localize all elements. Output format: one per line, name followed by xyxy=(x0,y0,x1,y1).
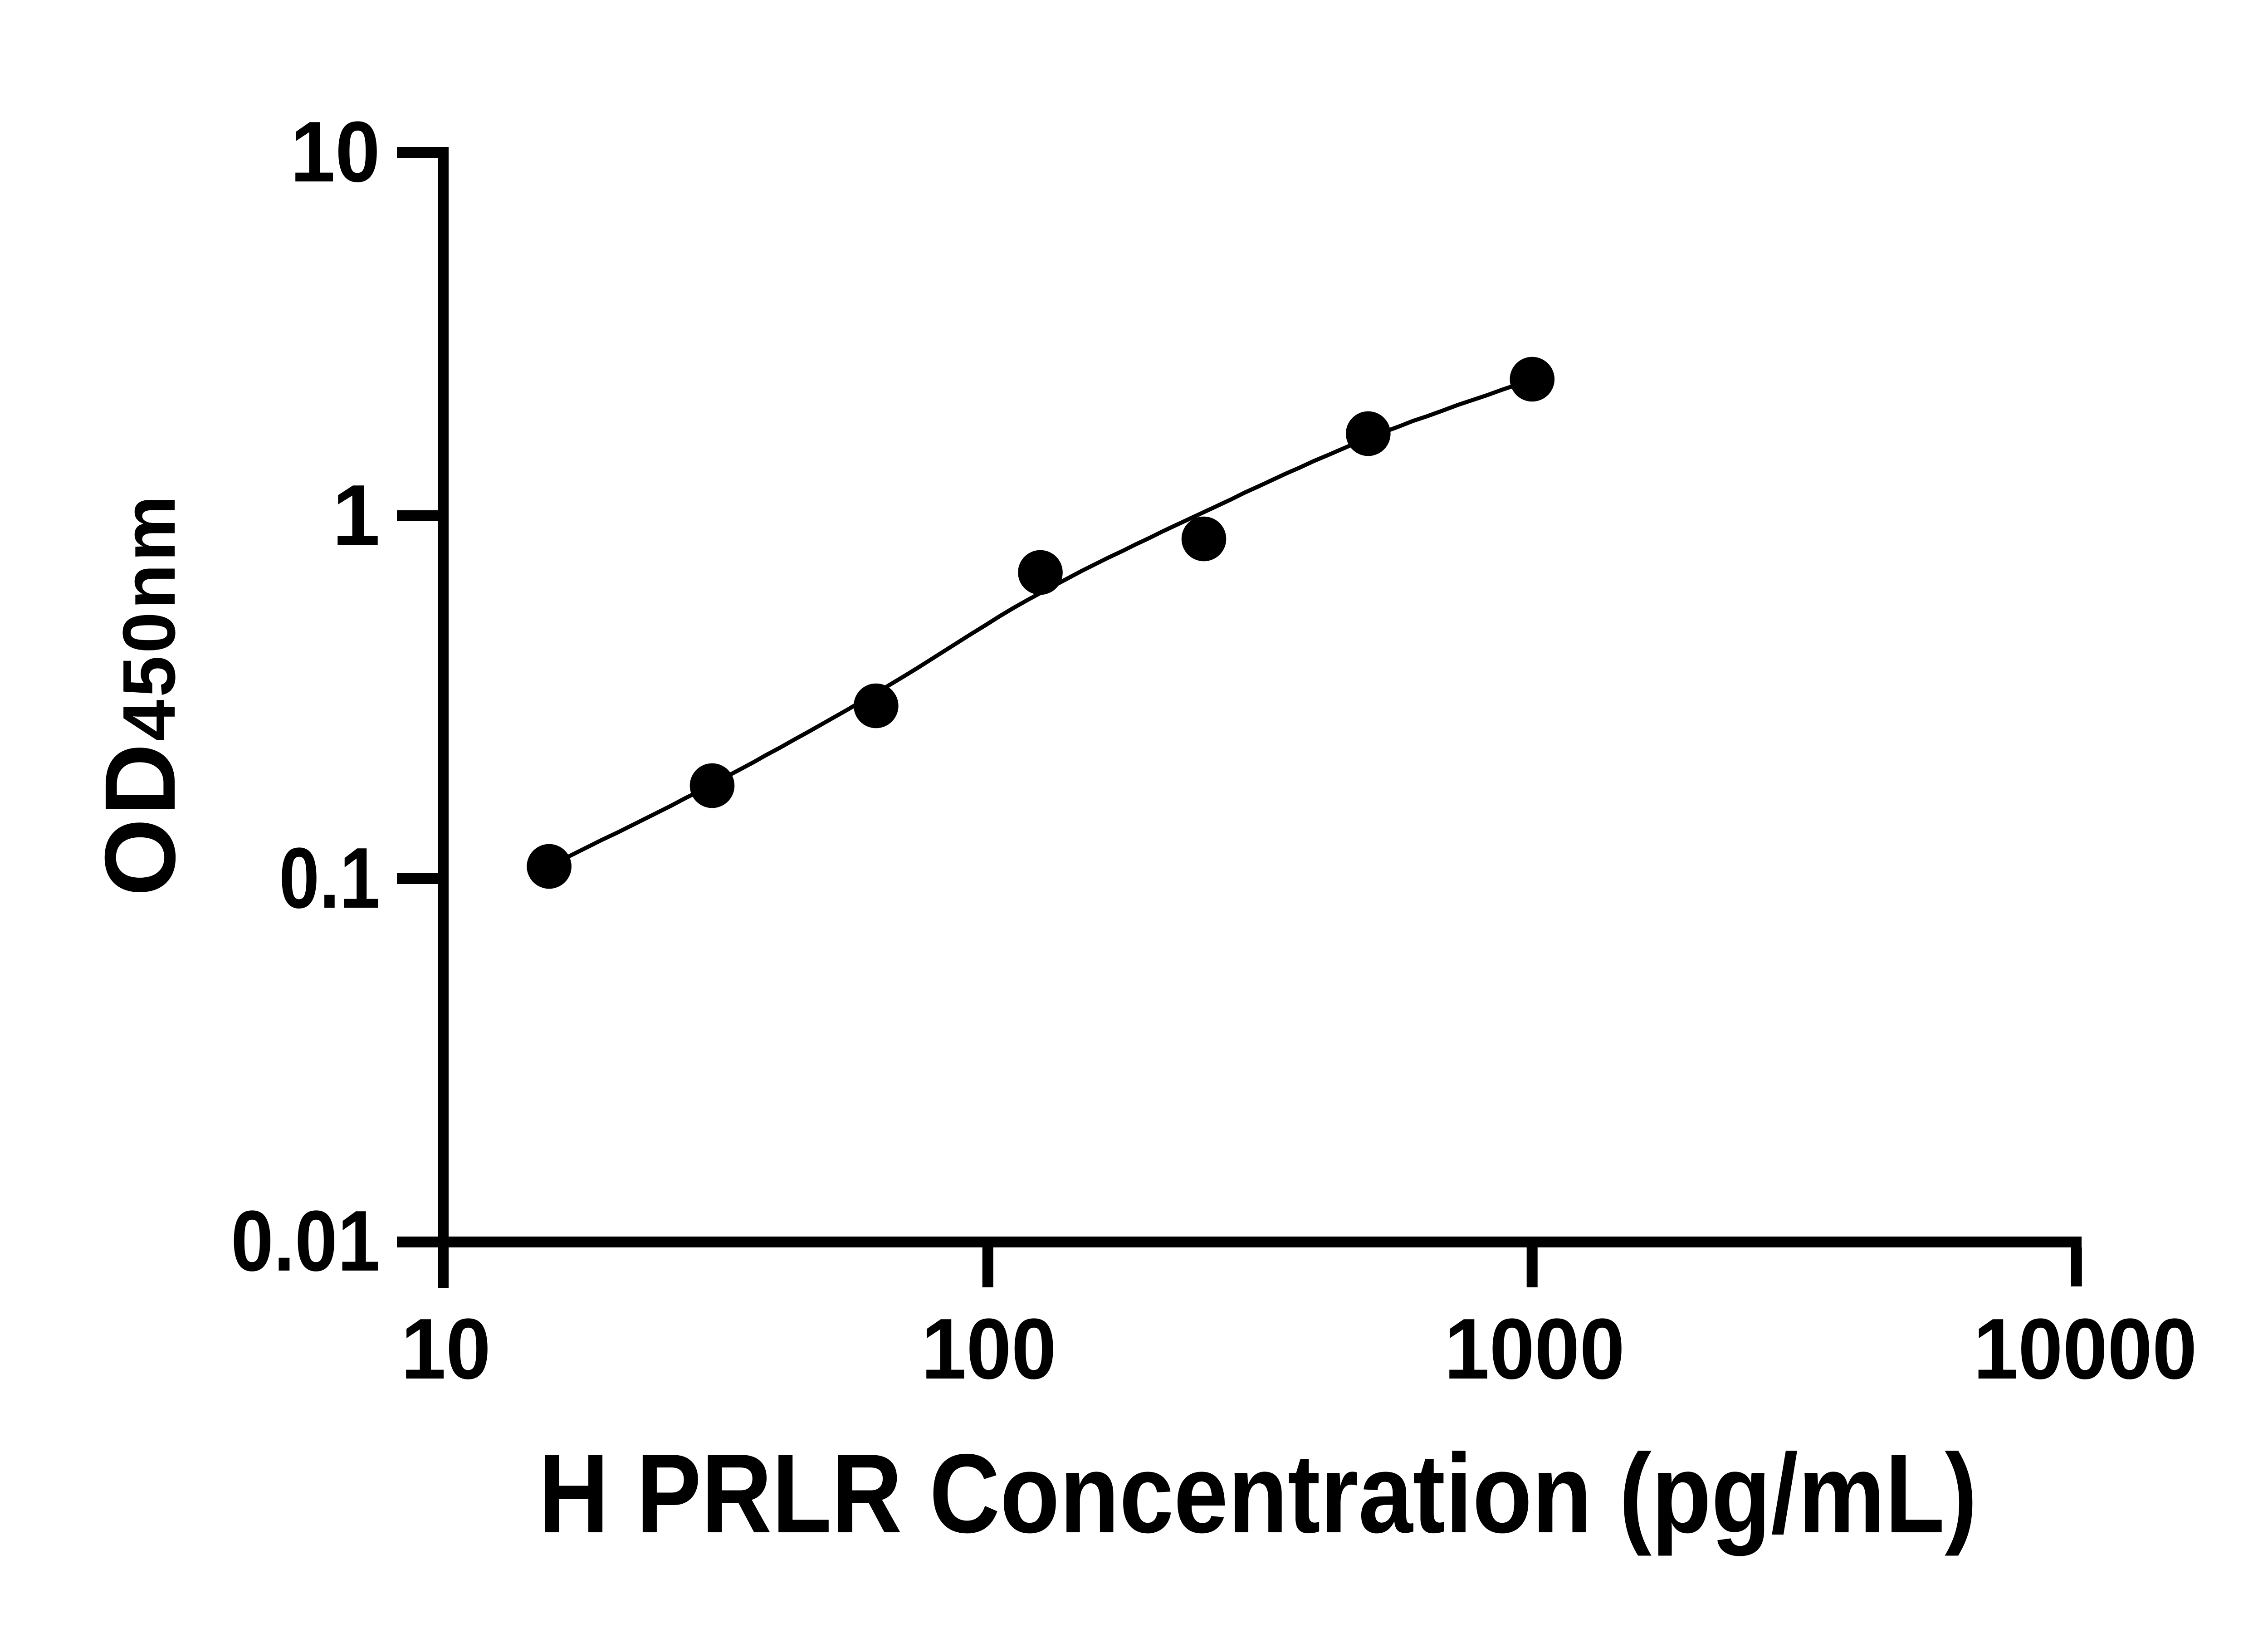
svg-text:100: 100 xyxy=(921,1301,1056,1397)
svg-text:0.1: 0.1 xyxy=(279,830,380,926)
svg-text:0.01: 0.01 xyxy=(231,1193,380,1289)
svg-text:10000: 10000 xyxy=(1974,1301,2197,1397)
svg-text:1000: 1000 xyxy=(1444,1301,1625,1397)
svg-text:1: 1 xyxy=(332,467,380,563)
svg-text:10: 10 xyxy=(401,1301,491,1397)
svg-text:H PRLR Concentration (pg/mL): H PRLR Concentration (pg/mL) xyxy=(538,1430,1977,1556)
svg-text:10: 10 xyxy=(290,104,380,200)
